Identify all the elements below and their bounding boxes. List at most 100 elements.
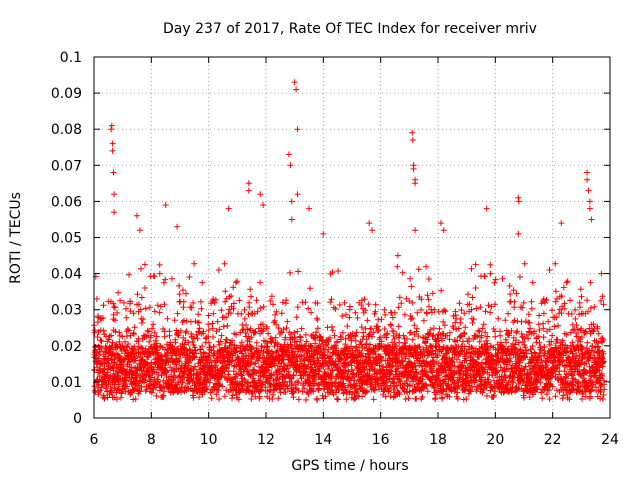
data-point bbox=[119, 342, 126, 349]
data-point bbox=[199, 343, 206, 350]
data-point bbox=[293, 86, 300, 93]
data-point bbox=[513, 290, 520, 297]
y-tick-label: 0.08 bbox=[51, 122, 82, 138]
data-point bbox=[425, 276, 432, 282]
data-point bbox=[111, 209, 118, 216]
data-point bbox=[192, 363, 199, 370]
data-point bbox=[152, 337, 159, 344]
data-point bbox=[224, 322, 231, 329]
data-point bbox=[363, 336, 370, 343]
data-point bbox=[115, 289, 122, 296]
data-point bbox=[320, 230, 327, 237]
data-point bbox=[315, 357, 322, 364]
data-point bbox=[458, 307, 465, 313]
data-point bbox=[228, 293, 235, 299]
data-point bbox=[342, 311, 349, 318]
data-point bbox=[205, 312, 212, 319]
data-point bbox=[151, 273, 158, 280]
data-point bbox=[584, 169, 591, 176]
data-point bbox=[374, 328, 381, 335]
data-point bbox=[109, 147, 116, 154]
data-point bbox=[402, 396, 409, 402]
data-point bbox=[242, 330, 249, 336]
data-point bbox=[155, 378, 161, 385]
data-point bbox=[228, 358, 235, 365]
data-point bbox=[181, 341, 188, 348]
data-point bbox=[151, 308, 158, 315]
data-point bbox=[307, 387, 314, 393]
data-point bbox=[161, 388, 168, 395]
data-point bbox=[238, 371, 244, 378]
data-point bbox=[116, 338, 123, 345]
data-point bbox=[430, 325, 437, 332]
data-point bbox=[298, 325, 305, 332]
data-point bbox=[343, 396, 350, 403]
data-point bbox=[123, 305, 129, 312]
data-point bbox=[190, 299, 197, 306]
data-point bbox=[473, 305, 480, 312]
data-point bbox=[107, 384, 114, 390]
data-point bbox=[272, 311, 279, 318]
data-point bbox=[394, 252, 401, 259]
data-point bbox=[558, 220, 565, 227]
data-point bbox=[587, 279, 594, 286]
data-point bbox=[525, 311, 532, 318]
data-point bbox=[366, 372, 373, 379]
data-point bbox=[543, 296, 550, 303]
data-point bbox=[101, 395, 108, 402]
data-point bbox=[358, 302, 365, 308]
data-point bbox=[268, 293, 275, 300]
data-point bbox=[188, 304, 195, 311]
data-point bbox=[535, 321, 542, 328]
data-point bbox=[369, 227, 376, 234]
data-point bbox=[135, 338, 142, 345]
data-point bbox=[308, 309, 315, 316]
data-point bbox=[212, 296, 219, 303]
data-point bbox=[191, 344, 198, 351]
data-point bbox=[109, 140, 116, 147]
data-point bbox=[472, 285, 479, 291]
data-point bbox=[235, 396, 242, 403]
data-point bbox=[522, 363, 529, 370]
data-point bbox=[267, 297, 274, 304]
data-point bbox=[285, 151, 292, 158]
data-point bbox=[216, 341, 223, 348]
x-tick-label: 14 bbox=[314, 432, 332, 448]
data-point bbox=[174, 223, 181, 230]
data-point bbox=[246, 304, 253, 311]
data-point bbox=[278, 310, 285, 317]
data-point bbox=[599, 396, 606, 402]
data-point bbox=[329, 269, 336, 276]
data-point bbox=[332, 306, 339, 312]
data-point bbox=[344, 323, 351, 330]
data-point bbox=[221, 260, 228, 267]
data-point bbox=[283, 325, 290, 331]
data-point bbox=[560, 284, 567, 291]
data-point bbox=[245, 187, 252, 194]
data-point bbox=[110, 311, 117, 318]
data-point bbox=[100, 392, 107, 399]
y-tick-label: 0.06 bbox=[51, 194, 82, 210]
data-point bbox=[191, 260, 198, 267]
data-point bbox=[160, 392, 167, 399]
data-point bbox=[244, 326, 251, 333]
data-point bbox=[263, 325, 270, 332]
data-point bbox=[381, 306, 388, 313]
data-point bbox=[321, 352, 328, 359]
data-point bbox=[483, 205, 490, 212]
data-point bbox=[163, 352, 170, 359]
data-point bbox=[305, 305, 312, 312]
y-tick-label: 0.07 bbox=[51, 158, 82, 174]
data-point bbox=[142, 305, 149, 312]
data-point bbox=[164, 347, 171, 354]
data-point bbox=[314, 316, 321, 323]
data-point bbox=[253, 297, 260, 304]
data-point bbox=[218, 307, 225, 314]
data-point bbox=[441, 307, 448, 314]
data-point bbox=[335, 268, 342, 274]
data-point bbox=[410, 165, 417, 172]
data-point bbox=[358, 350, 365, 357]
data-point bbox=[145, 354, 152, 361]
data-point bbox=[186, 274, 193, 280]
data-point bbox=[517, 274, 523, 280]
